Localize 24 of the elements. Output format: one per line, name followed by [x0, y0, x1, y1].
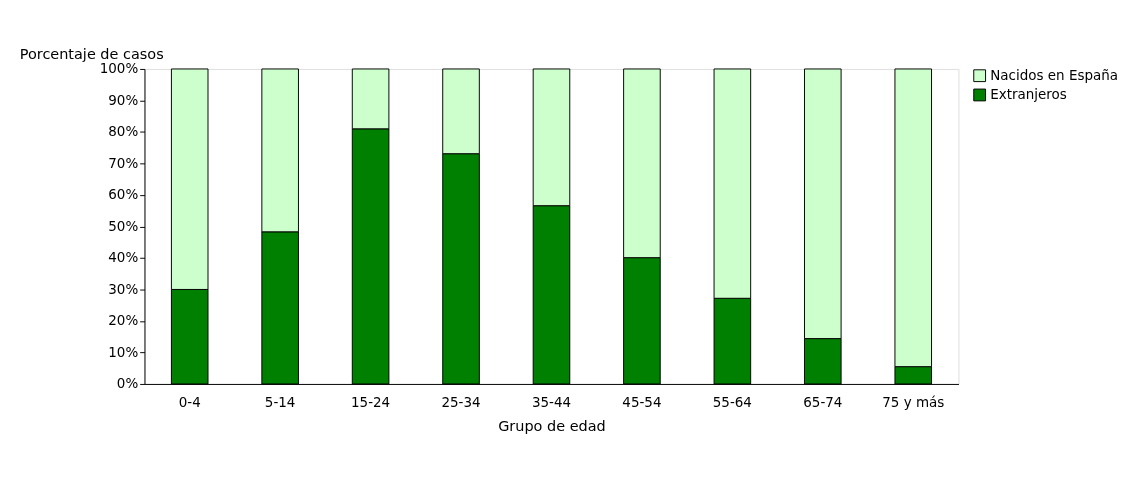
- y-tick-label: 10%: [108, 343, 139, 360]
- x-tick-label: 75 y más: [882, 393, 945, 410]
- y-tick-label: 20%: [108, 312, 139, 329]
- y-tick-label: 60%: [108, 186, 139, 203]
- x-tick-label: 0-4: [178, 393, 201, 410]
- x-tick-label: 5-14: [264, 393, 296, 410]
- x-tick-label: 45-54: [622, 393, 662, 410]
- y-tick-label: 40%: [108, 249, 139, 266]
- x-tick-label: 15-24: [351, 393, 391, 410]
- y-tick-label: 80%: [108, 123, 139, 140]
- x-tick-label: 35-44: [531, 393, 572, 410]
- y-tick-label: 30%: [108, 280, 139, 297]
- y-tick-label: 50%: [108, 217, 139, 234]
- legend-label: Nacidos en España: [990, 66, 1119, 83]
- x-tick-label: 55-64: [712, 393, 752, 410]
- y-tick-label: 0%: [116, 375, 139, 392]
- y-tick-label: 70%: [108, 154, 139, 171]
- y-tick-label: 90%: [108, 91, 139, 108]
- x-axis-title: Grupo de edad: [498, 417, 606, 434]
- x-tick-label: 25-34: [441, 393, 481, 410]
- y-axis-title: Porcentaje de casos: [19, 45, 164, 62]
- legend-label: Extranjeros: [990, 85, 1067, 102]
- x-tick-label: 65-74: [803, 393, 843, 410]
- y-tick-label: 100%: [99, 60, 139, 77]
